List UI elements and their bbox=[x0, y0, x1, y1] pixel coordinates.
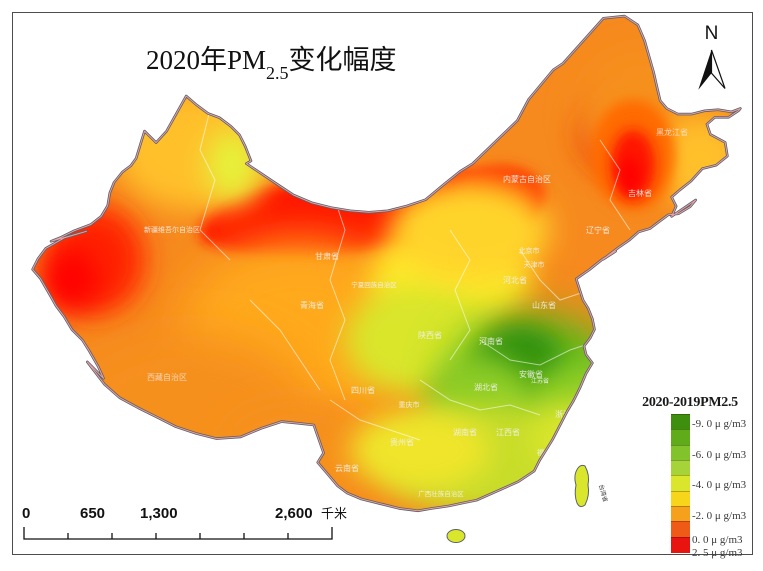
svg-text:甘肃省: 甘肃省 bbox=[315, 251, 339, 261]
svg-text:内蒙古自治区: 内蒙古自治区 bbox=[503, 174, 551, 184]
svg-text:天津市: 天津市 bbox=[524, 260, 545, 269]
svg-text:重庆市: 重庆市 bbox=[399, 400, 420, 409]
svg-text:辽宁省: 辽宁省 bbox=[586, 225, 610, 235]
svg-text:1,300: 1,300 bbox=[140, 505, 178, 522]
svg-text:山东省: 山东省 bbox=[532, 300, 556, 310]
svg-text:650: 650 bbox=[80, 505, 105, 522]
svg-text:江苏省: 江苏省 bbox=[531, 377, 549, 385]
svg-text:千米: 千米 bbox=[321, 506, 347, 521]
svg-text:台湾省: 台湾省 bbox=[597, 483, 609, 502]
svg-text:2,600: 2,600 bbox=[275, 505, 313, 522]
svg-text:江西省: 江西省 bbox=[496, 427, 520, 437]
svg-text:河南省: 河南省 bbox=[479, 336, 503, 346]
svg-text:北京市: 北京市 bbox=[519, 246, 540, 255]
svg-text:贵州省: 贵州省 bbox=[390, 437, 414, 447]
svg-text:四川省: 四川省 bbox=[351, 385, 375, 395]
svg-text:湖南省: 湖南省 bbox=[453, 427, 477, 437]
svg-text:安徽省: 安徽省 bbox=[519, 369, 543, 379]
svg-text:湖北省: 湖北省 bbox=[474, 382, 498, 392]
svg-text:黑龙江省: 黑龙江省 bbox=[656, 127, 688, 137]
svg-text:西藏自治区: 西藏自治区 bbox=[147, 372, 187, 382]
svg-text:宁夏回族自治区: 宁夏回族自治区 bbox=[351, 280, 397, 289]
svg-text:陕西省: 陕西省 bbox=[418, 330, 442, 340]
svg-text:河北省: 河北省 bbox=[503, 275, 527, 285]
svg-text:吉林省: 吉林省 bbox=[628, 188, 652, 198]
svg-text:青海省: 青海省 bbox=[300, 300, 324, 310]
svg-text:云南省: 云南省 bbox=[335, 463, 359, 473]
svg-text:新疆维吾尔自治区: 新疆维吾尔自治区 bbox=[144, 225, 200, 234]
svg-text:0: 0 bbox=[22, 505, 30, 522]
svg-text:N: N bbox=[705, 23, 719, 44]
svg-text:广西壮族自治区: 广西壮族自治区 bbox=[418, 489, 464, 498]
